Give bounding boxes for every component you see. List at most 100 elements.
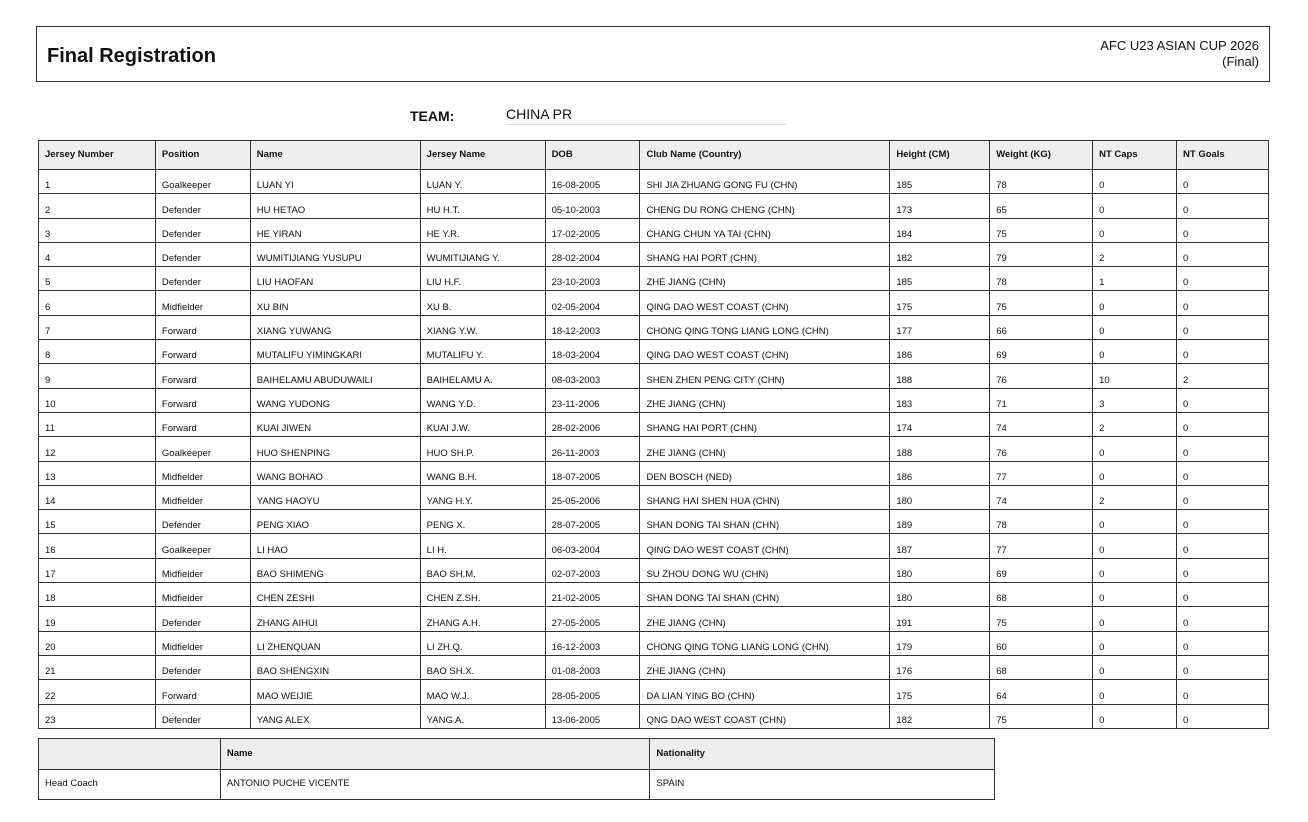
table-cell: WUMITIJIANG Y.: [419, 241, 546, 268]
table-cell: WANG BOHAO: [249, 460, 421, 486]
table-cell: 0: [1176, 436, 1269, 462]
table-cell: 02-07-2003: [544, 557, 641, 584]
table-cell: Forward: [154, 339, 251, 365]
table-cell: 0: [1092, 654, 1178, 681]
table-cell: 0: [1176, 266, 1269, 292]
column-header: Jersey Name: [419, 140, 546, 170]
table-cell: 20: [38, 630, 156, 656]
table-cell: SU ZHOU DONG WU (CHN): [639, 557, 891, 584]
table-cell: Defender: [154, 606, 251, 632]
table-cell: 75: [989, 703, 1094, 729]
column-header: Nationality: [649, 738, 995, 770]
table-cell: XU BIN: [249, 290, 421, 316]
table-cell: 16: [38, 533, 156, 559]
table-cell: 0: [1092, 460, 1178, 486]
table-cell: 0: [1176, 557, 1269, 584]
table-cell: 77: [989, 460, 1094, 486]
table-cell: LI ZHENQUAN: [249, 630, 421, 656]
table-cell: 188: [889, 363, 991, 389]
table-cell: 0: [1092, 436, 1178, 462]
table-cell: 66: [989, 314, 1094, 341]
table-cell: YANG ALEX: [249, 703, 421, 729]
table-cell: 13: [38, 460, 156, 486]
column-header: NT Caps: [1092, 140, 1178, 170]
table-cell: BAIHELAMU ABUDUWAILI: [249, 363, 421, 389]
table-row: 12 Goalkeeper HUO SHENPING HUO SH.P. 26-11-2…: [38, 436, 1269, 462]
table-cell: 65: [989, 193, 1094, 219]
table-cell: LI HAO: [249, 533, 421, 559]
table-cell: XIANG YUWANG: [249, 314, 421, 341]
table-cell: ZHE JIANG (CHN): [639, 654, 891, 681]
table-cell: 16-08-2005: [544, 168, 641, 195]
table-cell: 19: [38, 606, 156, 632]
table-cell: 0: [1092, 679, 1178, 705]
table-cell: 0: [1176, 193, 1269, 219]
table-cell: 3: [1092, 387, 1178, 413]
table-cell: CHONG QING TONG LIANG LONG (CHN): [639, 314, 891, 341]
table-cell: 64: [989, 679, 1094, 705]
officials-header-row: Name Nationality: [38, 738, 995, 770]
table-cell: 0: [1092, 557, 1178, 584]
table-cell: CHEN ZESHI: [249, 582, 421, 608]
table-cell: HUO SH.P.: [419, 436, 546, 462]
column-header: Name: [219, 738, 651, 770]
table-cell: BAO SH.X.: [419, 654, 546, 681]
table-cell: 0: [1176, 290, 1269, 316]
table-cell: HUO SHENPING: [249, 436, 421, 462]
table-cell: 28-05-2005: [544, 679, 641, 705]
table-cell: 06-03-2004: [544, 533, 641, 559]
table-cell: Defender: [154, 241, 251, 268]
table-cell: WANG B.H.: [419, 460, 546, 486]
table-cell: Forward: [154, 411, 251, 438]
table-cell: 05-10-2003: [544, 193, 641, 219]
table-row: 13 Midfielder WANG BOHAO WANG B.H. 18-07-200…: [38, 460, 1269, 486]
table-cell: 25-05-2006: [544, 484, 641, 511]
table-cell: MAO WEIJIE: [249, 679, 421, 705]
table-cell: 182: [889, 241, 991, 268]
competition-name: AFC U23 ASIAN CUP 2026: [1100, 38, 1259, 53]
table-cell: 27-05-2005: [544, 606, 641, 632]
table-cell: Forward: [154, 679, 251, 705]
table-cell: 182: [889, 703, 991, 729]
table-cell: 01-08-2003: [544, 654, 641, 681]
table-cell: 68: [989, 582, 1094, 608]
table-cell: MUTALIFU YIMINGKARI: [249, 339, 421, 365]
table-row: 15 Defender PENG XIAO PENG X. 28-07-2005 SHAN…: [38, 509, 1269, 535]
table-cell: HU HETAO: [249, 193, 421, 219]
table-cell: ZHE JIANG (CHN): [639, 266, 891, 292]
table-cell: QNG DAO WEST COAST (CHN): [639, 703, 891, 729]
table-cell: 175: [889, 679, 991, 705]
table-cell: 0: [1092, 193, 1178, 219]
table-cell: Midfielder: [154, 460, 251, 486]
table-cell: XU B.: [419, 290, 546, 316]
table-row: 22 Forward MAO WEIJIE MAO W.J. 28-05-2005 DA …: [38, 679, 1269, 705]
table-cell: 08-03-2003: [544, 363, 641, 389]
column-header: Height (CM): [889, 140, 991, 170]
table-cell: 0: [1092, 314, 1178, 341]
table-cell: 0: [1176, 533, 1269, 559]
table-cell: LIU HAOFAN: [249, 266, 421, 292]
page-title: Final Registration: [47, 45, 216, 67]
table-cell: HE Y.R.: [419, 217, 546, 243]
table-cell: LIU H.F.: [419, 266, 546, 292]
table-cell: YANG H.Y.: [419, 484, 546, 511]
table-row: 4 Defender WUMITIJIANG YUSUPU WUMITIJIANG Y…: [38, 241, 1269, 268]
table-cell: DA LIAN YING BO (CHN): [639, 679, 891, 705]
table-cell: 78: [989, 168, 1094, 195]
table-cell: 189: [889, 509, 991, 535]
table-cell: BAO SH.M.: [419, 557, 546, 584]
table-cell: ZHANG A.H.: [419, 606, 546, 632]
table-cell: LUAN YI: [249, 168, 421, 195]
table-cell: 1: [38, 168, 156, 195]
table-cell: CHANG CHUN YA TAI (CHN): [639, 217, 891, 243]
table-cell: QING DAO WEST COAST (CHN): [639, 533, 891, 559]
table-cell: SHI JIA ZHUANG GONG FU (CHN): [639, 168, 891, 195]
table-row: 6 Midfielder XU BIN XU B. 02-05-2004 QING DAO…: [38, 290, 1269, 316]
table-cell: XIANG Y.W.: [419, 314, 546, 341]
table-cell: 176: [889, 654, 991, 681]
column-header: DOB: [544, 140, 641, 170]
table-cell: 180: [889, 484, 991, 511]
table-cell: 17-02-2005: [544, 217, 641, 243]
table-cell: 26-11-2003: [544, 436, 641, 462]
